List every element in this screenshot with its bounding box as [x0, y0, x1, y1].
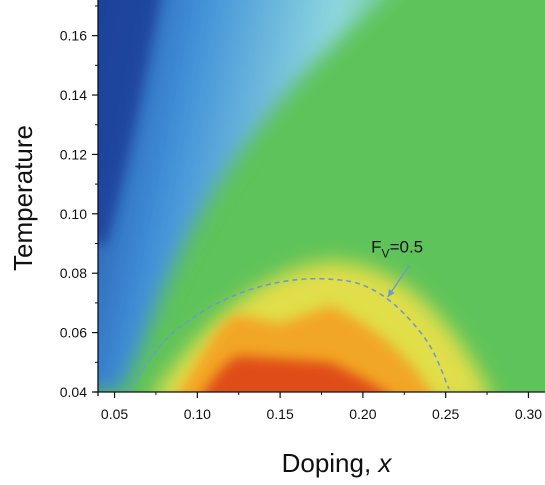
x-axis-title-text: Doping,	[282, 448, 379, 478]
heatmap-cold-core	[98, 0, 160, 244]
x-axis-title-var: x	[376, 448, 392, 478]
heatmap-peak-region	[204, 355, 385, 392]
contour-annotation: FV=0.5	[371, 237, 423, 298]
x-tick-label: 0.10	[184, 406, 211, 422]
x-tick-label: 0.05	[101, 406, 128, 422]
x-tick-label: 0.15	[266, 406, 293, 422]
y-tick-label: 0.06	[60, 325, 87, 341]
y-axis-title: Temperature	[8, 125, 38, 271]
heatmap-cold-region	[98, 0, 383, 392]
contour-label-sub: V	[382, 246, 390, 260]
y-tick-label: 0.04	[60, 384, 87, 400]
y-tick-label: 0.08	[60, 265, 87, 281]
y-axis-ticks: 0.04 0.06 0.08 0.10 0.12 0.14 0.16	[60, 5, 98, 400]
fv-contour-line	[127, 277, 450, 392]
contour-label-value: =0.5	[390, 237, 424, 256]
x-tick-label: 0.25	[432, 406, 459, 422]
contour-label: FV=0.5	[371, 237, 423, 260]
x-tick-label: 0.30	[515, 406, 542, 422]
x-tick-label: 0.20	[349, 406, 376, 422]
annotation-arrow-head	[387, 289, 395, 297]
y-tick-label: 0.10	[60, 206, 87, 222]
plot-area	[98, 0, 545, 392]
contour-label-main: F	[371, 237, 381, 256]
axes	[94, 0, 545, 396]
x-axis-title: Doping, x	[282, 448, 393, 478]
y-tick-label: 0.16	[60, 28, 87, 44]
y-tick-label: 0.12	[60, 146, 87, 162]
y-tick-label: 0.14	[60, 87, 87, 103]
x-axis-ticks: 0.05 0.10 0.15 0.20 0.25 0.30	[101, 392, 542, 422]
